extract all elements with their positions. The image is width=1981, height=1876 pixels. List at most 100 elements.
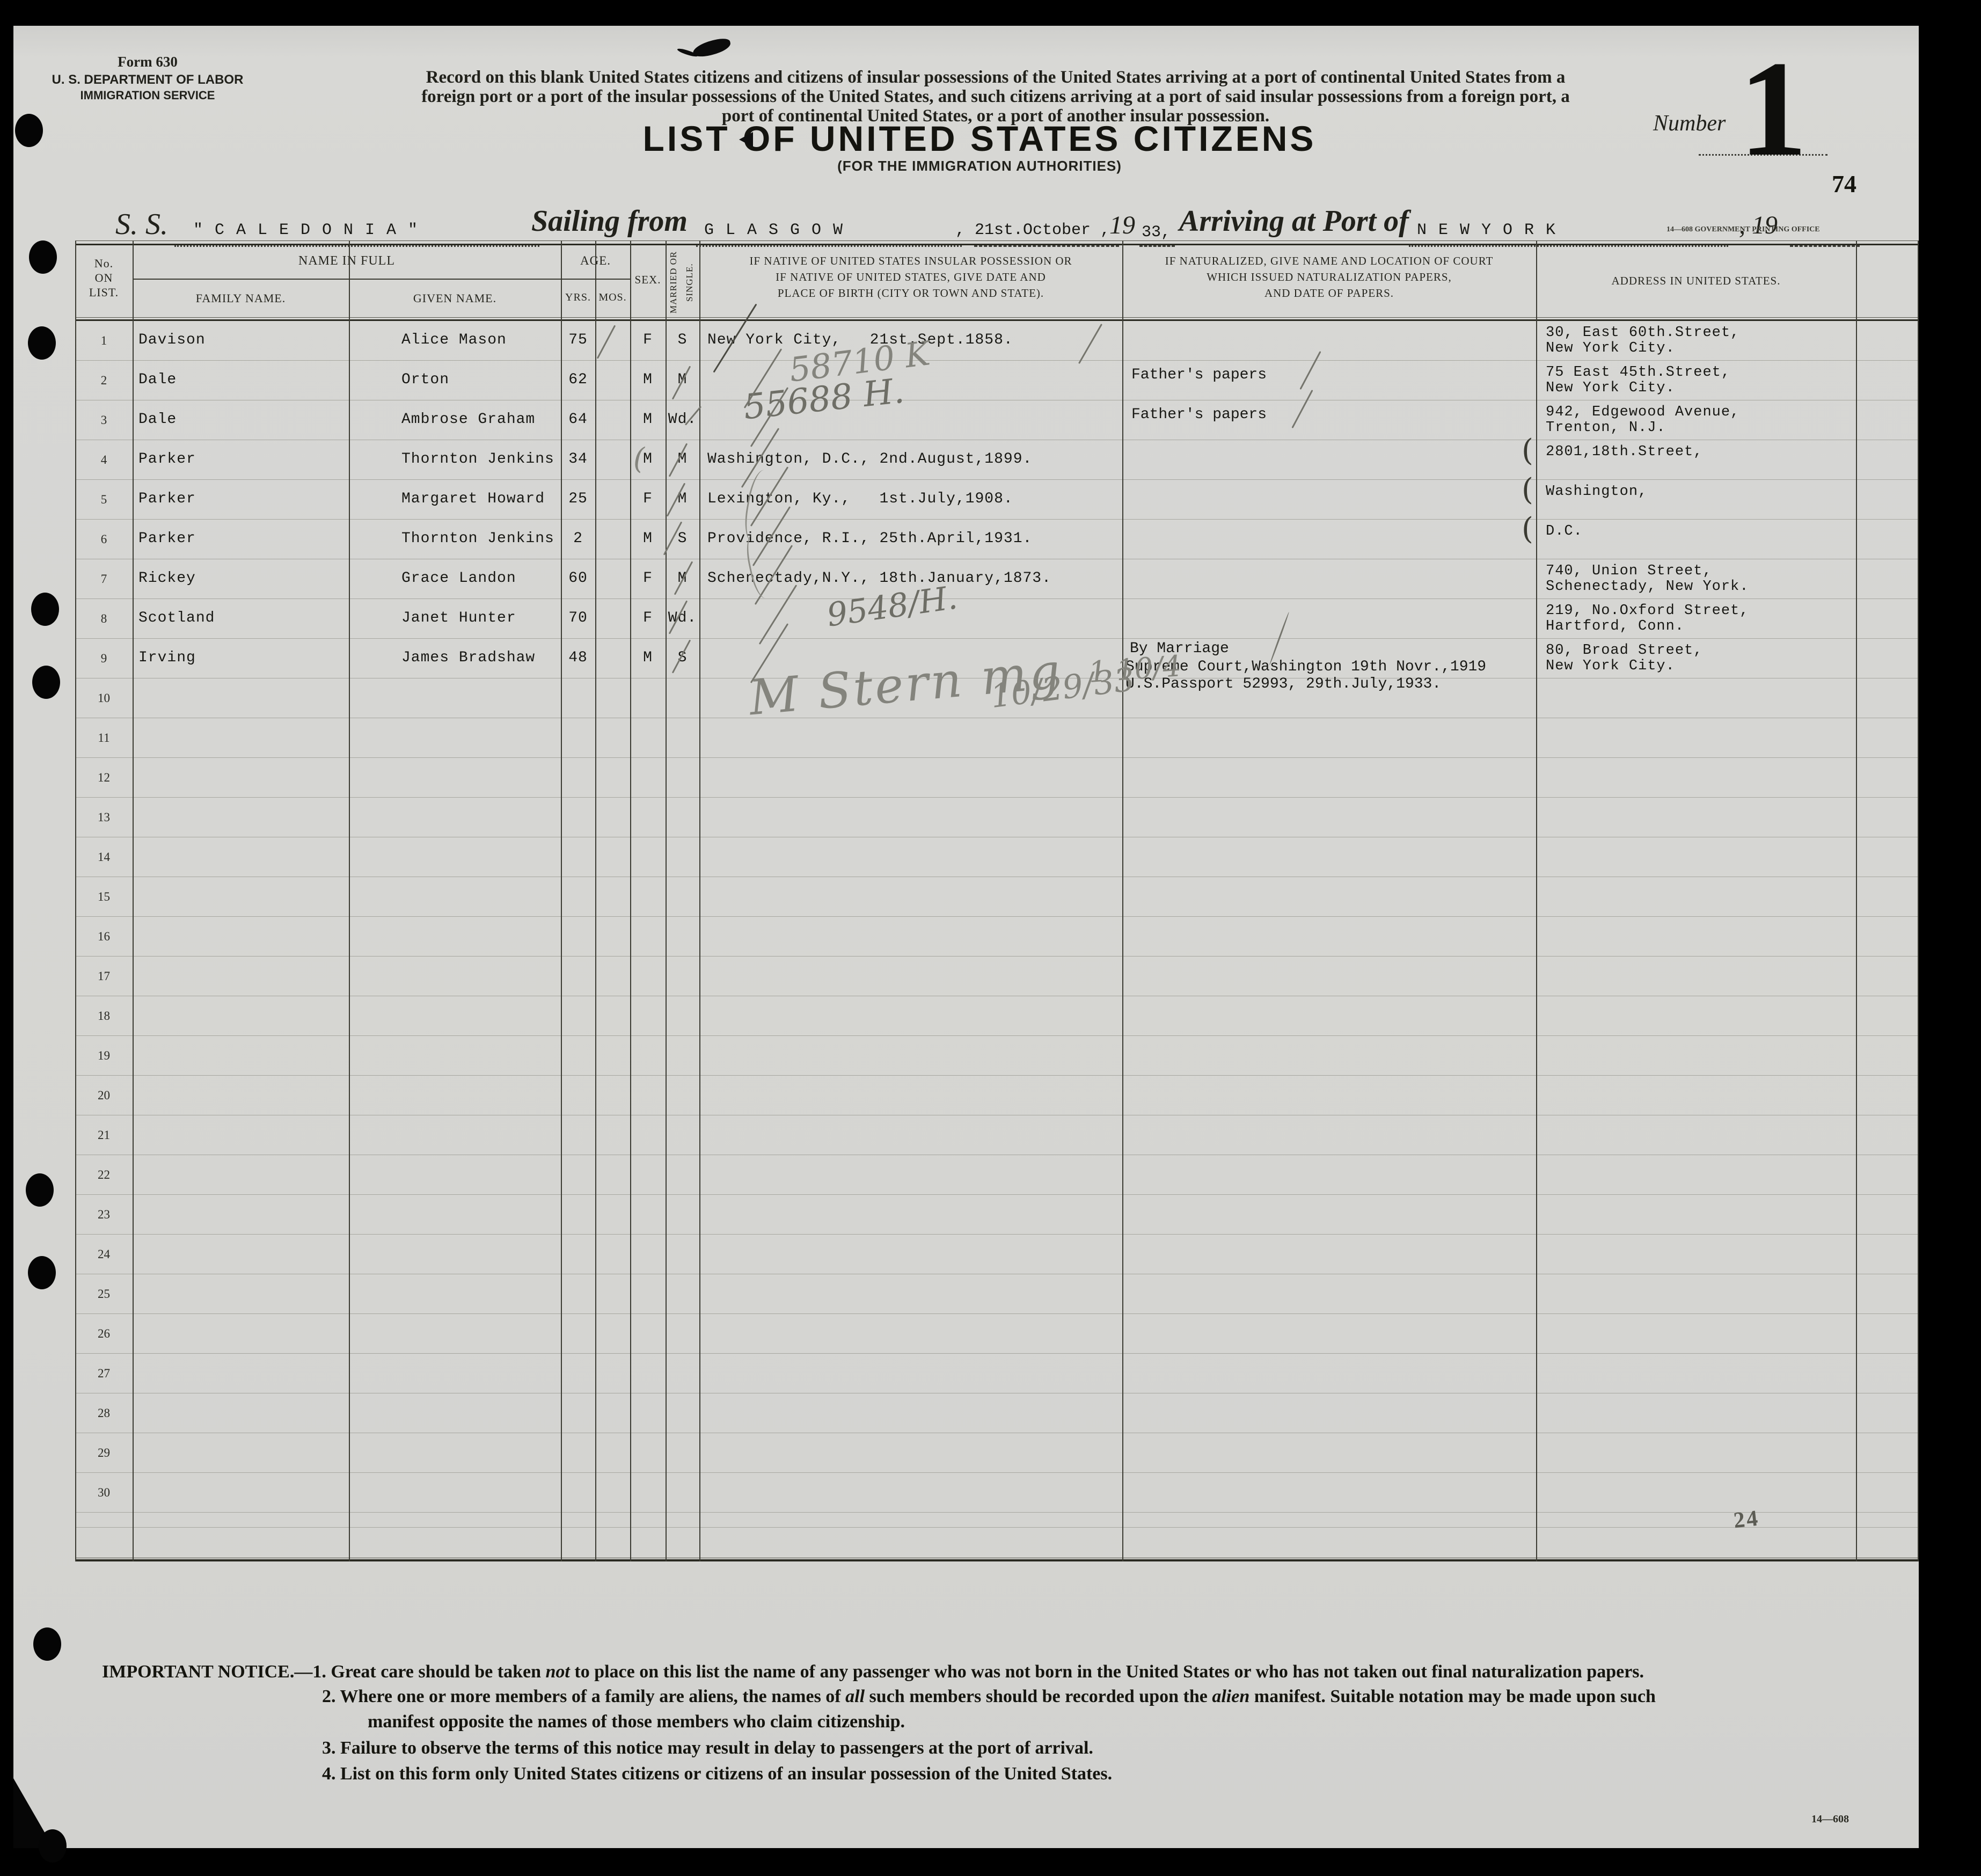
row-number: 25 [98,1287,110,1301]
naturalization-row8: By Marriage [1130,640,1229,657]
instructions-line-3: port of continental United States, or a … [721,106,1270,126]
us-address: 942, Edgewood Avenue, Trenton, N.J. [1546,405,1739,436]
col-line-address [1856,241,1857,1561]
sex-value: F [643,610,653,626]
notice-line-4: 4. List on this form only United States … [322,1764,1113,1784]
sex-value: M [643,530,653,547]
married-single-value: M [677,491,688,507]
address-line-2: Hartford, Conn. [1546,618,1685,634]
ss-label: S. S. [115,208,168,241]
birth-info: Providence, R.I., 25th.April,1931. [707,530,1033,547]
column-header-birth: IF NATIVE OF UNITED STATES INSULAR POSSE… [749,254,1072,300]
table-row: 4 Parker Thornton Jenkins 34 M M Washing… [75,440,1919,480]
address-line-1: D.C. [1546,523,1583,539]
row-number: 1 [100,334,107,347]
table-top-rule [75,244,1919,245]
port-from: G L A S G O W [704,221,844,239]
column-header-address: ADDRESS IN UNITED STATES. [1611,274,1781,287]
address-line-1: 30, East 60th.Street, [1546,325,1740,341]
age-years: 60 [568,570,588,587]
address-line-2: New York City. [1546,380,1675,396]
blank-band-rule [75,1527,1919,1528]
table-row: 3 Dale Ambrose Graham 64 M Wd. 942, Edge… [75,400,1919,440]
table-row: 8 Scotland Janet Hunter 70 F Wd. 219, No… [75,599,1919,639]
age-years: 64 [568,411,588,428]
age-years: 48 [568,649,588,666]
us-address: 219, No.Oxford Street, Hartford, Conn. [1546,603,1749,634]
table-border-right [1918,241,1919,1561]
address-line-2: New York City. [1546,340,1675,356]
row-number: 20 [98,1089,110,1102]
passenger-table: No. ON LIST. NAME IN FULL FAMILY NAME. G… [75,240,1919,1562]
married-single-value: Wd. [668,610,697,626]
naturalization-row3: Father's papers [1131,406,1267,423]
family-name: Dale [138,411,177,428]
manifest-sheet: Form 630 U. S. DEPARTMENT OF LABOR IMMIG… [13,26,1919,1848]
sailing-from-label: Sailing from [531,205,688,238]
printing-office-note: 14—608 GOVERNMENT PRINTING OFFICE [1666,225,1820,233]
address-line-1: 80, Broad Street, [1546,643,1703,659]
notice-line-2b: manifest opposite the names of those mem… [368,1712,905,1732]
row-number: 24 [98,1247,110,1261]
col-line-mos [630,241,631,1561]
row-number: 29 [98,1446,110,1459]
row-number: 27 [98,1367,110,1380]
age-years: 62 [568,371,588,388]
list-number-stamp: 1 [1739,33,1808,185]
age-years: 25 [568,491,588,507]
birth-info: Lexington, Ky., 1st.July,1908. [707,491,1013,507]
married-single-value: S [677,530,688,547]
row-number: 16 [98,930,110,943]
address-brace-row6: ( [1522,512,1533,546]
notice-line-3: 3. Failure to observe the terms of this … [322,1738,1093,1758]
sex-value: M [643,411,653,428]
table-row: 27 [75,1354,1919,1393]
column-header-given: GIVEN NAME. [413,291,497,305]
col-line-ms [699,241,700,1561]
table-row: 26 [75,1314,1919,1354]
table-row: 24 [75,1235,1919,1274]
sex-value: F [643,332,653,348]
row-number: 2 [100,374,107,387]
table-row: 28 [75,1393,1919,1433]
birth-info: Washington, D.C., 2nd.August,1899. [707,451,1033,468]
column-header-yrs: YRS. [565,291,591,303]
us-address: 2801,18th.Street, [1546,444,1702,460]
family-name: Davison [138,332,206,348]
table-row: 19 [75,1036,1919,1076]
naturalization-row9-passport: U.S.Passport 52993, 29th.July,1933. [1125,676,1442,692]
family-name: Parker [138,451,196,468]
table-row: 30 [75,1473,1919,1513]
col-line-given [561,241,562,1561]
instructions-line-2: foreign port or a port of the insular po… [421,87,1570,106]
sex-value: M [643,649,653,666]
us-address: 30, East 60th.Street, New York City. [1546,325,1739,356]
sail-date: , 21st.October , [955,221,1110,239]
header-instructions: Record on this blank United States citiz… [298,68,1693,126]
port-to: N E W Y O R K [1417,221,1557,239]
table-row: 22 [75,1155,1919,1195]
table-row: 23 [75,1195,1919,1235]
punch-hole [15,114,43,147]
punch-hole [31,593,59,626]
us-address: D.C. [1546,524,1583,539]
row-number: 4 [100,453,107,466]
instructions-line-1: Record on this blank United States citiz… [426,68,1566,87]
notice-label: IMPORTANT NOTICE.—1. [102,1662,326,1682]
form-number: Form 630 [118,54,178,70]
ship-name-rule [174,245,539,247]
married-single-value: Wd. [668,411,697,428]
department-name: U. S. DEPARTMENT OF LABOR [52,72,244,87]
table-border-left [75,241,76,1561]
given-name: Thornton Jenkins [401,530,554,547]
table-row: 1 Davison Alice Mason 75 F S New York Ci… [75,321,1919,361]
sex-value: F [643,491,653,507]
year-printed: 19 [1109,211,1135,239]
row-number: 21 [98,1128,110,1142]
table-row: 10 [75,678,1919,718]
year-typed: 33, [1142,223,1171,242]
punch-hole [26,1173,54,1207]
punch-hole [39,1829,67,1863]
port-from-rule [696,245,962,247]
family-name: Parker [138,491,196,507]
